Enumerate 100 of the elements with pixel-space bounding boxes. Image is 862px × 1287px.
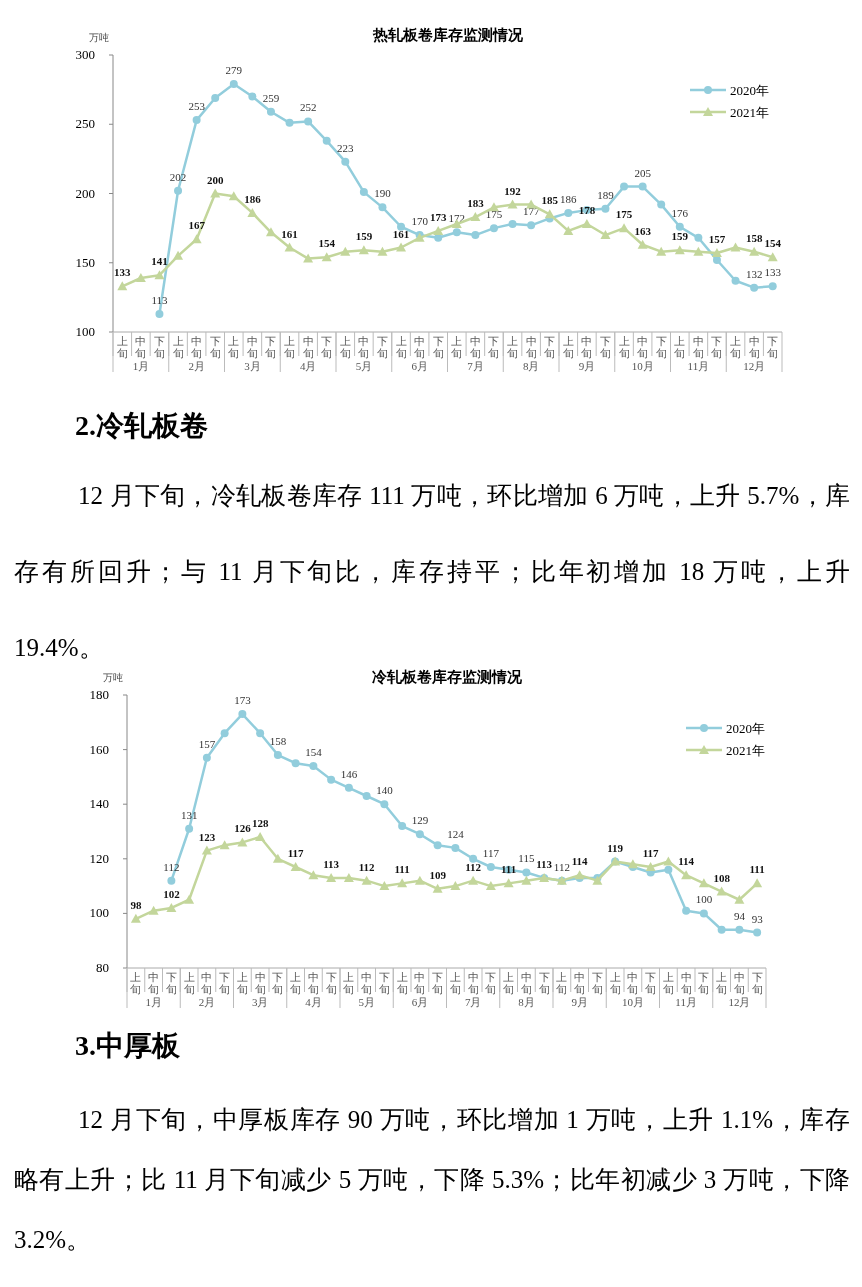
x-tick-label: 上旬 bbox=[228, 335, 240, 359]
point bbox=[526, 199, 537, 209]
point bbox=[309, 761, 318, 770]
x-tick-label: 中旬 bbox=[254, 971, 266, 995]
point bbox=[601, 204, 610, 213]
x-tick-label: 下旬 bbox=[272, 971, 284, 995]
point bbox=[767, 252, 778, 262]
x-tick-label: 上旬 bbox=[183, 971, 195, 995]
x-tick-label: 上旬 bbox=[343, 971, 355, 995]
x-tick-label: 下旬 bbox=[538, 971, 550, 995]
point bbox=[694, 233, 703, 242]
data-label: 117 bbox=[642, 846, 660, 859]
point bbox=[735, 925, 744, 934]
text: 12 月下旬，中厚板库存 90 万吨，环比增加 1 万吨，上升 1.1%，库存略有上升；比 11 月下旬减少 5 万吨，下降 5.3%；比年初减少 3 万吨，下降 3.2%。 bbox=[14, 1106, 850, 1253]
point bbox=[507, 199, 518, 209]
point bbox=[682, 906, 691, 915]
point bbox=[656, 246, 667, 256]
point bbox=[167, 876, 176, 885]
y-tick-label: 140 bbox=[89, 796, 109, 812]
data-label: 131 bbox=[180, 808, 198, 821]
x-tick-label: 上旬 bbox=[172, 335, 184, 359]
point bbox=[265, 227, 276, 237]
data-label: 141 bbox=[151, 255, 168, 268]
y-axis-title: 万吨 bbox=[103, 672, 123, 683]
point bbox=[377, 246, 388, 256]
data-label: 189 bbox=[597, 188, 615, 201]
point bbox=[379, 881, 390, 891]
x-tick-label: 中旬 bbox=[581, 335, 593, 359]
text: 3.中厚板 bbox=[75, 1029, 180, 1063]
data-label: 98 bbox=[130, 898, 142, 911]
legend-label: 2020年 bbox=[726, 721, 765, 736]
point bbox=[340, 246, 351, 256]
data-label: 112 bbox=[358, 860, 376, 873]
point bbox=[469, 854, 478, 863]
data-label: 154 bbox=[305, 745, 323, 758]
point bbox=[681, 870, 692, 880]
point bbox=[698, 878, 709, 888]
point bbox=[185, 824, 194, 833]
x-tick-label: 中旬 bbox=[520, 971, 532, 995]
point bbox=[521, 875, 532, 885]
point bbox=[752, 878, 763, 888]
x-tick-label: 中旬 bbox=[733, 971, 745, 995]
text: 10月 bbox=[621, 996, 644, 1008]
point bbox=[433, 841, 442, 850]
point bbox=[247, 207, 258, 217]
point bbox=[166, 902, 177, 912]
x-tick-label: 中旬 bbox=[414, 971, 426, 995]
data-label: 128 bbox=[251, 816, 269, 829]
point bbox=[450, 881, 461, 891]
data-label: 202 bbox=[169, 170, 187, 183]
x-tick-label: 中旬 bbox=[191, 335, 203, 359]
x-tick-label: 中旬 bbox=[525, 335, 537, 359]
x-tick-label: 上旬 bbox=[556, 971, 568, 995]
x-tick-label: 下旬 bbox=[432, 971, 444, 995]
x-tick-label: 中旬 bbox=[574, 971, 586, 995]
point bbox=[135, 272, 146, 282]
point bbox=[488, 202, 499, 212]
y-tick-label: 80 bbox=[96, 960, 109, 975]
chart-title: 热轧板卷库存监测情况 bbox=[371, 26, 524, 43]
data-label: 159 bbox=[671, 230, 689, 243]
data-label: 154 bbox=[764, 237, 782, 250]
x-tick-label: 中旬 bbox=[148, 971, 160, 995]
point bbox=[211, 93, 220, 102]
data-label: 102 bbox=[163, 887, 181, 900]
text: 1月 bbox=[145, 996, 162, 1008]
y-tick-label: 300 bbox=[75, 47, 95, 62]
point bbox=[201, 845, 212, 855]
point bbox=[326, 872, 337, 882]
x-tick-label: 中旬 bbox=[469, 335, 481, 359]
x-tick-label: 中旬 bbox=[201, 971, 213, 995]
point bbox=[637, 239, 648, 249]
data-label: 114 bbox=[678, 855, 695, 868]
y-tick-label: 120 bbox=[89, 850, 109, 866]
x-tick-label: 上旬 bbox=[339, 335, 351, 359]
point bbox=[675, 222, 684, 231]
point bbox=[485, 881, 496, 891]
x-tick-label: 下旬 bbox=[153, 335, 165, 359]
data-label: 154 bbox=[318, 237, 336, 250]
point bbox=[645, 861, 656, 871]
chart-title: 冷轧板卷库存监测情况 bbox=[371, 668, 523, 685]
point bbox=[248, 92, 257, 101]
text: 3月 bbox=[244, 360, 261, 372]
data-label: 161 bbox=[281, 227, 298, 240]
point bbox=[600, 230, 611, 240]
point bbox=[229, 80, 238, 89]
x-tick-label: 中旬 bbox=[627, 971, 639, 995]
point bbox=[731, 276, 740, 285]
point bbox=[238, 710, 247, 719]
data-label: 133 bbox=[764, 266, 782, 279]
data-label: 205 bbox=[634, 166, 652, 179]
point bbox=[730, 242, 741, 252]
data-label: 113 bbox=[151, 293, 168, 306]
x-tick-label: 下旬 bbox=[432, 335, 444, 359]
point bbox=[563, 225, 574, 235]
point bbox=[503, 878, 514, 888]
point bbox=[272, 853, 283, 863]
x-tick-label: 上旬 bbox=[449, 971, 461, 995]
point bbox=[237, 837, 248, 847]
data-label: 173 bbox=[429, 210, 447, 223]
text: 1月 bbox=[132, 360, 150, 372]
